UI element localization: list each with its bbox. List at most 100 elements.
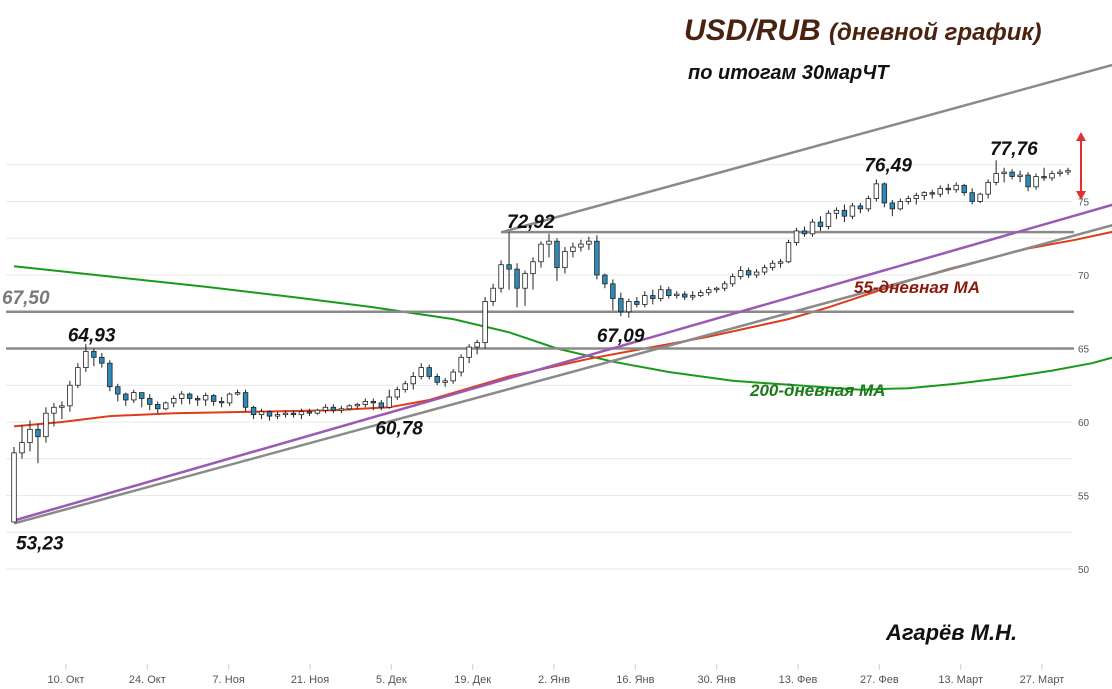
candle — [394, 386, 400, 400]
arrow-head-down — [1076, 191, 1086, 200]
candle — [905, 195, 912, 205]
candle-body — [482, 301, 488, 344]
candle — [426, 364, 432, 380]
candle — [682, 291, 688, 300]
candle — [99, 352, 105, 368]
candle-body — [913, 195, 919, 199]
candle-body — [769, 262, 776, 269]
candle — [458, 354, 464, 377]
candle-body — [115, 386, 121, 395]
candle — [346, 404, 353, 411]
candle-body — [1017, 174, 1023, 177]
candle-body — [793, 230, 800, 244]
candle-body — [873, 183, 880, 199]
candle-body — [777, 261, 784, 264]
candle-body — [690, 295, 696, 298]
candle-body — [650, 295, 656, 299]
y-axis-ticks: 50 55 60 65 70 75 — [1078, 198, 1090, 577]
channel-line — [500, 63, 1112, 234]
candle — [825, 210, 832, 230]
candle — [658, 285, 664, 302]
x-tick-label: 24. Окт — [129, 674, 166, 686]
candle-body — [59, 405, 65, 408]
candle — [514, 263, 520, 308]
x-tick-label: 5. Дек — [376, 674, 407, 686]
candle-body — [370, 401, 377, 404]
candle — [378, 399, 385, 411]
candle-body — [123, 393, 129, 401]
price-annotation: 72,92 — [507, 212, 555, 233]
candle-body — [1041, 176, 1047, 179]
horizontal-levels — [6, 230, 1074, 350]
candle-body — [761, 267, 768, 273]
candle-body — [945, 187, 951, 191]
candle-body — [378, 402, 385, 408]
ma200-label: 200-дневная МА — [749, 381, 885, 400]
candle-body — [961, 184, 967, 194]
candle — [11, 446, 17, 523]
candle-body — [817, 221, 824, 227]
candle — [610, 279, 616, 311]
candle-body — [634, 301, 640, 305]
x-tick-label: 13. Фев — [779, 674, 818, 686]
candle — [482, 297, 488, 349]
candle — [889, 200, 896, 217]
candle-body — [1057, 171, 1063, 174]
candle-body — [346, 405, 353, 410]
candle — [921, 191, 927, 201]
candle — [586, 236, 592, 251]
candle — [83, 344, 89, 373]
candle-body — [67, 384, 73, 407]
candle-body — [27, 428, 33, 443]
x-tick-label: 21. Ноя — [291, 674, 329, 686]
candle — [490, 283, 496, 306]
candles — [11, 160, 1071, 523]
candle-body — [194, 398, 201, 401]
candle-body — [19, 442, 25, 454]
candle — [642, 291, 648, 308]
candle-body — [562, 251, 568, 269]
candle — [282, 410, 289, 418]
candle-body — [538, 243, 544, 263]
candle — [953, 182, 959, 193]
candle — [761, 264, 768, 275]
candle-body — [282, 412, 289, 416]
candle-body — [43, 412, 49, 438]
candle-body — [929, 192, 935, 195]
candle-body — [338, 408, 345, 411]
candle — [43, 407, 49, 443]
candle — [410, 372, 416, 390]
candle-body — [857, 205, 864, 210]
candle — [753, 269, 760, 278]
y-tick-label: 50 — [1078, 565, 1090, 576]
candle — [27, 420, 33, 452]
candle-body — [402, 383, 408, 391]
price-annotation: 76,49 — [864, 156, 912, 177]
candle — [506, 232, 512, 290]
price-annotation: 77,76 — [990, 139, 1038, 160]
candle — [634, 297, 640, 308]
candle — [1025, 172, 1031, 192]
candle — [969, 188, 975, 205]
candle — [650, 289, 656, 305]
candle-body — [186, 393, 193, 399]
candle — [242, 389, 249, 412]
candle-body — [458, 356, 464, 373]
candle-body — [937, 187, 943, 195]
candle-body — [530, 261, 536, 274]
ma200-series — [13, 265, 1112, 391]
candle-body — [594, 240, 600, 276]
y-tick-label: 65 — [1078, 345, 1090, 356]
candle — [690, 291, 696, 300]
candle — [434, 373, 440, 386]
candle — [35, 423, 41, 464]
chart-subtitle: по итогам 30марЧТ — [688, 62, 889, 84]
candle — [769, 260, 776, 271]
price-annotation: 60,78 — [375, 419, 423, 440]
candle-body — [506, 264, 512, 270]
candle — [674, 291, 680, 299]
candle-body — [745, 270, 752, 276]
series-labels: 55-дневная МА 200-дневная МА — [749, 278, 980, 400]
candle — [817, 216, 824, 231]
